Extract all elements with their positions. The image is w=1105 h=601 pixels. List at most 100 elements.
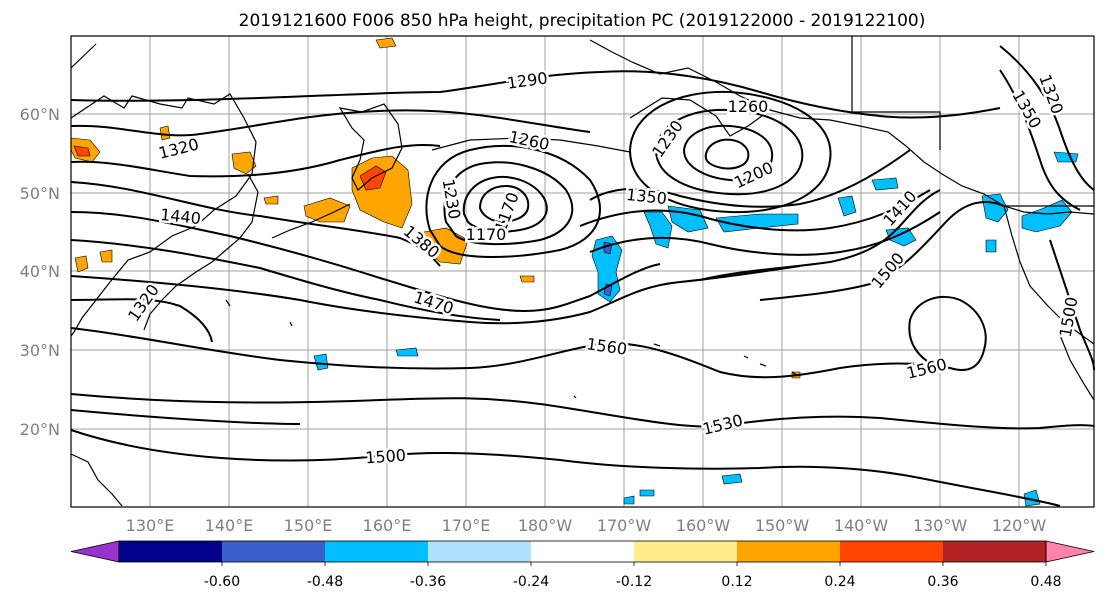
height-contour-gulf-low-outer — [628, 90, 832, 214]
height-contour-1320-ne — [999, 45, 1095, 191]
colorbar — [70, 540, 1095, 563]
height-contour-1500-east — [1049, 239, 1095, 371]
precip-positive-area — [159, 125, 171, 141]
colorbar-swatch — [428, 541, 531, 562]
height-contour-gulf-low-core — [704, 138, 750, 170]
precip-positive-area — [73, 145, 91, 157]
precip-positive-area — [74, 255, 89, 273]
height-contour-gulf-arc-2 — [579, 189, 931, 232]
colorbar-swatch — [634, 541, 737, 562]
colorbar-max-extension — [1045, 540, 1095, 563]
height-contour-gulf-arc-3 — [589, 211, 941, 256]
precip-negative-area — [1021, 199, 1073, 233]
longitude-label: 130°E — [126, 516, 175, 535]
height-contour-1500-south — [70, 429, 1061, 507]
latitude-labels: 60°N 50°N 40°N 30°N 20°N — [20, 105, 60, 439]
height-contour-1410 — [70, 211, 661, 312]
height-contour-1350 — [70, 143, 441, 178]
precip-negative-area — [837, 195, 857, 217]
longitude-label: 140°E — [205, 516, 254, 535]
height-contour-1530-south — [70, 409, 301, 425]
precip-positive-area — [375, 37, 397, 49]
precip-negative-area — [715, 213, 799, 233]
latitude-label: 50°N — [20, 184, 60, 203]
height-contour-low-core — [478, 184, 530, 224]
precip-positive-area — [519, 275, 535, 283]
longitude-label: 160°E — [363, 516, 412, 535]
colorbar-frame — [118, 540, 1047, 563]
height-contour-1560 — [70, 295, 987, 379]
colorbar-swatch — [222, 541, 325, 562]
longitude-label: 130°W — [913, 516, 968, 535]
height-contour-1380 — [70, 181, 441, 267]
precip-negative-area — [1023, 489, 1041, 507]
longitude-label: 180°W — [518, 516, 573, 535]
longitude-label: 170°W — [597, 516, 652, 535]
colorbar-tick-label: -0.48 — [307, 574, 343, 590]
precip-negative-area — [643, 211, 673, 249]
precip-positive-area — [231, 151, 257, 175]
latitude-label: 60°N — [20, 105, 60, 124]
height-contour-1290 — [70, 70, 1001, 119]
coastline-aleutians — [431, 137, 631, 153]
contour-label: 1260 — [728, 97, 769, 116]
height-contour-1500-ne — [759, 201, 1005, 301]
height-contour-1320 — [70, 109, 591, 137]
contour-label: 1170 — [466, 225, 507, 244]
colorbar-swatch — [531, 541, 634, 562]
precip-negative-area — [1053, 151, 1079, 163]
height-contour-ne-pacific — [699, 189, 941, 281]
colorbar-swatch — [325, 541, 428, 562]
longitude-labels: 130°E 140°E 150°E 160°E 170°E 180°W 170°W 160°W… — [126, 516, 1047, 535]
height-contour-gulf-low-inner — [682, 124, 774, 182]
longitude-label: 160°W — [676, 516, 731, 535]
coastline-japan — [143, 173, 259, 331]
colorbar-swatch — [119, 541, 222, 562]
colorbar-tick-label: 0.48 — [1030, 574, 1061, 590]
coastline-alaska — [589, 39, 1095, 215]
colorbar-swatch — [943, 541, 1046, 562]
longitude-label: 150°E — [284, 516, 333, 535]
height-contour-gulf-arc-1 — [589, 149, 911, 208]
coastline-baja — [1057, 329, 1095, 401]
colorbar-swatch — [737, 541, 840, 562]
colorbar-min-extension — [70, 540, 120, 563]
precip-negative-area — [639, 489, 655, 497]
longitude-label: 150°W — [755, 516, 810, 535]
latitude-label: 30°N — [20, 341, 60, 360]
height-contour-low-mid — [443, 161, 574, 246]
coastline-bristol-bay — [629, 97, 763, 137]
coastlines — [70, 36, 1095, 507]
coastline-na-west — [1003, 205, 1095, 345]
height-contour-1530 — [70, 393, 1095, 430]
precip-positive-area — [303, 197, 351, 223]
latitude-label: 20°N — [20, 420, 60, 439]
precip-negative-area — [985, 239, 997, 253]
precip-negative-area — [395, 347, 419, 357]
latitude-label: 40°N — [20, 262, 60, 281]
height-contour-1500-north — [70, 298, 213, 343]
precip-negative-area — [313, 353, 329, 371]
map-frame — [70, 35, 1095, 508]
height-contour-low-outer — [425, 144, 601, 258]
longitude-label: 120°W — [992, 516, 1047, 535]
colorbar-tick-label: 0.36 — [927, 574, 958, 590]
colorbar-swatch — [840, 541, 943, 562]
colorbar-tick-labels: -0.60 -0.48 -0.36 -0.24 -0.12 0.12 0.24 0.36 0.4… — [204, 562, 1062, 590]
longitude-label: 170°E — [442, 516, 491, 535]
border-alaska-canada — [851, 36, 941, 150]
colorbar-tick-label: 0.24 — [824, 574, 855, 590]
precip-negative-area — [871, 177, 899, 191]
precip-negative-area — [981, 193, 1009, 223]
map-title: 2019121600 F006 850 hPa height, precipit… — [239, 11, 926, 31]
precip-negative-area — [623, 495, 635, 505]
precip-positive-area — [99, 249, 113, 263]
colorbar-tick-label: -0.24 — [513, 574, 549, 590]
precip-negative-area — [721, 473, 743, 485]
coastline-philippines — [70, 453, 123, 507]
colorbar-tick-label: -0.36 — [410, 574, 446, 590]
coastline-kurils — [271, 203, 351, 239]
height-contour-1440 — [70, 239, 501, 321]
height-contour-1470 — [70, 265, 801, 325]
